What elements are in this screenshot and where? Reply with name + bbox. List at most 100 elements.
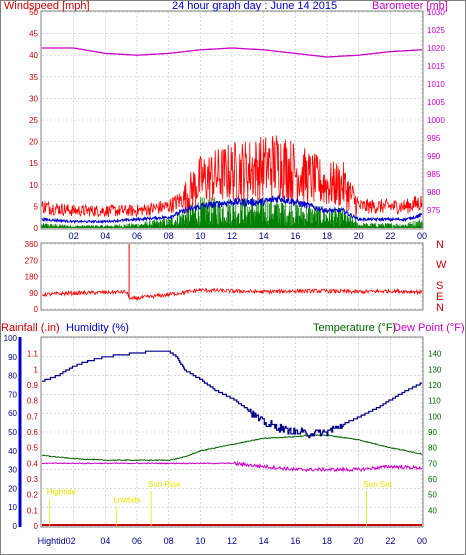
direction-gridlines xyxy=(42,243,423,310)
barometer-tick-label: 995 xyxy=(427,134,441,143)
rainfall-tick-label: 0.2 xyxy=(27,491,39,500)
temperature-tick-labels: 40 50 60 70 80 90 100 110 120 130 140 xyxy=(428,350,442,516)
wind-x-tick-label: 20 xyxy=(354,231,364,241)
rainfall-tick-label: 0.8 xyxy=(27,397,39,406)
temperature-tick-label: 80 xyxy=(428,444,437,453)
rainfall-tick-labels: 0 0.1 0.2 0.3 0.4 0.5 0.6 0.7 0.8 0.9 1 1.1 xyxy=(27,350,39,531)
humidity-tick-label: 10 xyxy=(8,503,17,512)
rainfall-tick-label: 0.9 xyxy=(27,381,39,390)
rainfall-axis-label: Rainfall (.in) xyxy=(1,322,60,334)
direction-panel-frame xyxy=(40,242,424,311)
dewpoint-axis-label: Dew Point (°F) xyxy=(393,322,465,334)
wind-x-tick-label: 22 xyxy=(385,231,395,241)
windspeed-tick-label: 25 xyxy=(29,116,38,125)
direction-plot xyxy=(41,244,423,301)
climate-x-tick-label: 22 xyxy=(385,536,395,546)
climate-panel-frame xyxy=(40,336,424,528)
barometer-tick-labels: 975 980 985 990 995 1000 1005 1010 1015 1020 1025 1… xyxy=(427,8,445,215)
compass-label: N xyxy=(436,239,444,251)
temperature-tick-label: 110 xyxy=(428,397,441,406)
climate-x-tick-label: 14 xyxy=(259,536,269,546)
barometer-tick-label: 980 xyxy=(427,188,441,197)
temperature-tick-label: 100 xyxy=(428,412,442,421)
temperature-tick-label: 140 xyxy=(428,350,442,359)
windspeed-tick-label: 45 xyxy=(29,30,38,39)
temperature-tick-label: 40 xyxy=(428,506,437,515)
humidity-tick-labels: 0 10 20 30 40 50 60 70 80 90 100 xyxy=(4,334,18,531)
dewpoint-series xyxy=(41,460,423,473)
annotation-label: Lowtide xyxy=(113,496,141,505)
wind-x-tick-label: 12 xyxy=(227,231,237,241)
rainfall-tick-label: 0.1 xyxy=(27,506,39,515)
rainfall-tick-label: 0.4 xyxy=(27,459,39,468)
temperature-tick-label: 50 xyxy=(428,491,437,500)
temperature-axis-label: Temperature (°F) xyxy=(313,322,396,334)
wind-panel-frame xyxy=(40,10,424,230)
compass-label: W xyxy=(436,259,447,271)
windspeed-tick-label: 20 xyxy=(29,138,38,147)
wind-x-tick-label: 16 xyxy=(290,231,300,241)
humidity-tick-label: 0 xyxy=(13,522,18,531)
barometer-series xyxy=(42,47,423,58)
wind-average-series xyxy=(41,195,422,225)
windspeed-tick-label: 15 xyxy=(29,159,38,168)
wind-gust-series xyxy=(41,135,423,218)
barometer-tick-label: 1015 xyxy=(427,62,445,71)
annotation-label: Hightide xyxy=(47,488,77,497)
direction-tick-label: 180 xyxy=(25,273,39,282)
compass-label: E xyxy=(436,291,443,303)
humidity-series xyxy=(42,350,422,439)
rainfall-tick-label: 0.7 xyxy=(27,412,39,421)
rainfall-tick-label: 0 xyxy=(34,522,39,531)
barometer-tick-label: 1005 xyxy=(427,98,445,107)
temperature-tick-label: 60 xyxy=(428,475,437,484)
direction-series xyxy=(41,287,423,301)
humidity-tick-label: 100 xyxy=(4,334,18,343)
annotation-label: Sun Rise xyxy=(148,480,181,489)
direction-tick-label: 90 xyxy=(29,289,38,298)
wind-x-tick-label: 14 xyxy=(259,231,269,241)
barometer-tick-label: 1020 xyxy=(427,44,445,53)
wind-plot xyxy=(41,47,423,228)
direction-tick-label: 0 xyxy=(34,305,39,314)
barometer-tick-label: 985 xyxy=(427,170,441,179)
annotation-label: Sun Set xyxy=(363,480,392,489)
climate-x-tick-label: 12 xyxy=(227,536,237,546)
compass-label: N xyxy=(436,302,444,314)
climate-x-tick-labels: Hightid02 04 06 08 10 12 14 16 18 20 22 00 xyxy=(38,536,427,546)
climate-x-tick-label: 20 xyxy=(354,536,364,546)
humidity-tick-label: 20 xyxy=(8,484,17,493)
barometer-tick-label: 975 xyxy=(427,206,441,215)
direction-tick-labels: 0 90 180 270 360 xyxy=(25,240,39,314)
windspeed-tick-label: 50 xyxy=(29,8,38,17)
barometer-axis-label: Barometer [mb] xyxy=(372,0,448,12)
wind-x-tick-label: 00 xyxy=(417,231,427,241)
climate-x-tick-label: 00 xyxy=(417,536,427,546)
wind-x-tick-labels: 02 04 06 08 10 12 14 16 18 20 22 00 xyxy=(69,231,427,241)
barometer-tick-label: 1030 xyxy=(427,8,445,17)
rainfall-tick-label: 0.3 xyxy=(27,475,39,484)
climate-x-tick-label: 16 xyxy=(290,536,300,546)
chart-title: 24 hour graph day : June 14 2015 xyxy=(172,0,337,12)
temperature-tick-label: 120 xyxy=(428,381,442,390)
wind-x-tick-label: 02 xyxy=(69,231,79,241)
wind-x-tick-label: 08 xyxy=(164,231,174,241)
wind-x-tick-label: 06 xyxy=(132,231,142,241)
climate-gridlines xyxy=(42,337,423,527)
barometer-tick-label: 1010 xyxy=(427,80,445,89)
wind-x-tick-label: 04 xyxy=(100,231,110,241)
rainfall-tick-label: 1.1 xyxy=(27,350,39,359)
temperature-tick-label: 130 xyxy=(428,365,442,374)
wind-low-series xyxy=(41,197,423,228)
climate-plot xyxy=(41,350,423,526)
rainfall-tick-label: 0.5 xyxy=(27,444,39,453)
direction-tick-label: 360 xyxy=(25,240,39,249)
windspeed-tick-label: 35 xyxy=(29,73,38,82)
windspeed-tick-label: 40 xyxy=(29,51,38,60)
windspeed-tick-labels: 0 5 10 15 20 25 30 35 40 45 50 xyxy=(29,8,38,233)
wind-x-tick-label: 18 xyxy=(322,231,332,241)
temperature-tick-label: 70 xyxy=(428,459,437,468)
barometer-tick-label: 990 xyxy=(427,152,441,161)
